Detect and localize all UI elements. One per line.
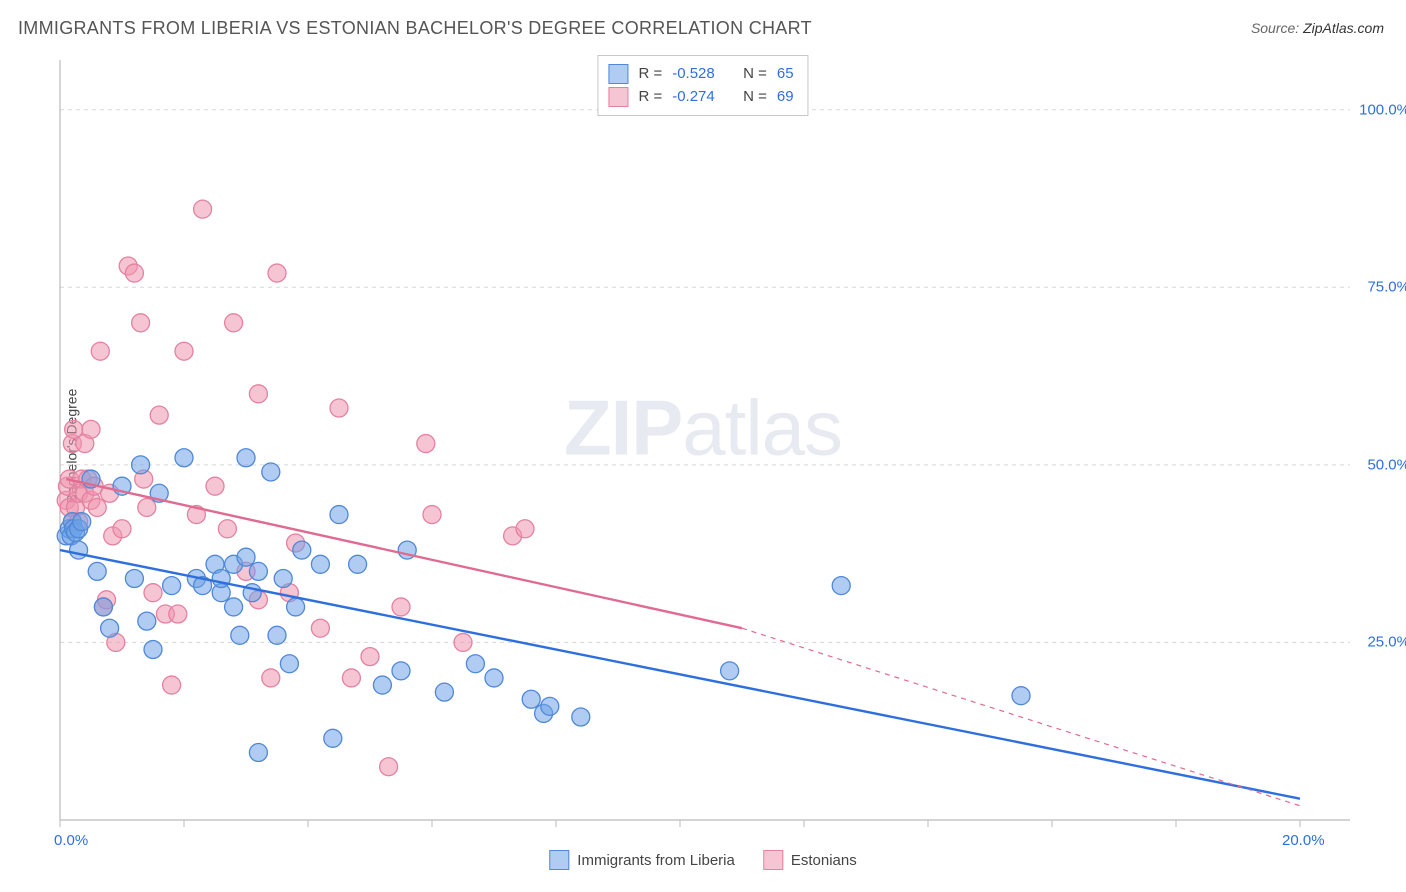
legend-r-value: -0.274: [672, 85, 715, 108]
series-legend-item: Estonians: [763, 850, 857, 870]
series-legend: Immigrants from Liberia Estonians: [549, 850, 856, 870]
legend-n-label: N =: [743, 85, 767, 108]
legend-r-label: R =: [638, 62, 662, 85]
source-prefix: Source:: [1251, 20, 1299, 36]
legend-r-label: R =: [638, 85, 662, 108]
legend-n-value: 69: [777, 85, 794, 108]
y-tick-label: 50.0%: [1367, 456, 1406, 473]
legend-swatch: [763, 850, 783, 870]
y-tick-label: 25.0%: [1367, 634, 1406, 651]
chart-title: IMMIGRANTS FROM LIBERIA VS ESTONIAN BACH…: [18, 18, 812, 39]
scatter-chart: [50, 50, 1360, 840]
correlation-legend: R = -0.528 N = 65 R = -0.274 N = 69: [597, 55, 808, 116]
y-tick-label: 75.0%: [1367, 279, 1406, 296]
legend-row: R = -0.528 N = 65: [608, 62, 793, 85]
legend-r-value: -0.528: [672, 62, 715, 85]
legend-swatch: [608, 64, 628, 84]
legend-n-label: N =: [743, 62, 767, 85]
source-link[interactable]: ZipAtlas.com: [1303, 20, 1384, 36]
series-legend-label: Estonians: [791, 852, 857, 869]
legend-n-value: 65: [777, 62, 794, 85]
plot-area: 25.0%50.0%75.0%100.0%0.0%20.0%: [50, 50, 1360, 840]
x-tick-label-max: 20.0%: [1282, 832, 1325, 849]
legend-swatch: [549, 850, 569, 870]
x-tick-label-min: 0.0%: [54, 832, 88, 849]
source-label: Source: ZipAtlas.com: [1251, 20, 1384, 36]
series-legend-item: Immigrants from Liberia: [549, 850, 735, 870]
y-tick-label: 100.0%: [1359, 101, 1406, 118]
legend-swatch: [608, 87, 628, 107]
series-legend-label: Immigrants from Liberia: [577, 852, 735, 869]
legend-row: R = -0.274 N = 69: [608, 85, 793, 108]
